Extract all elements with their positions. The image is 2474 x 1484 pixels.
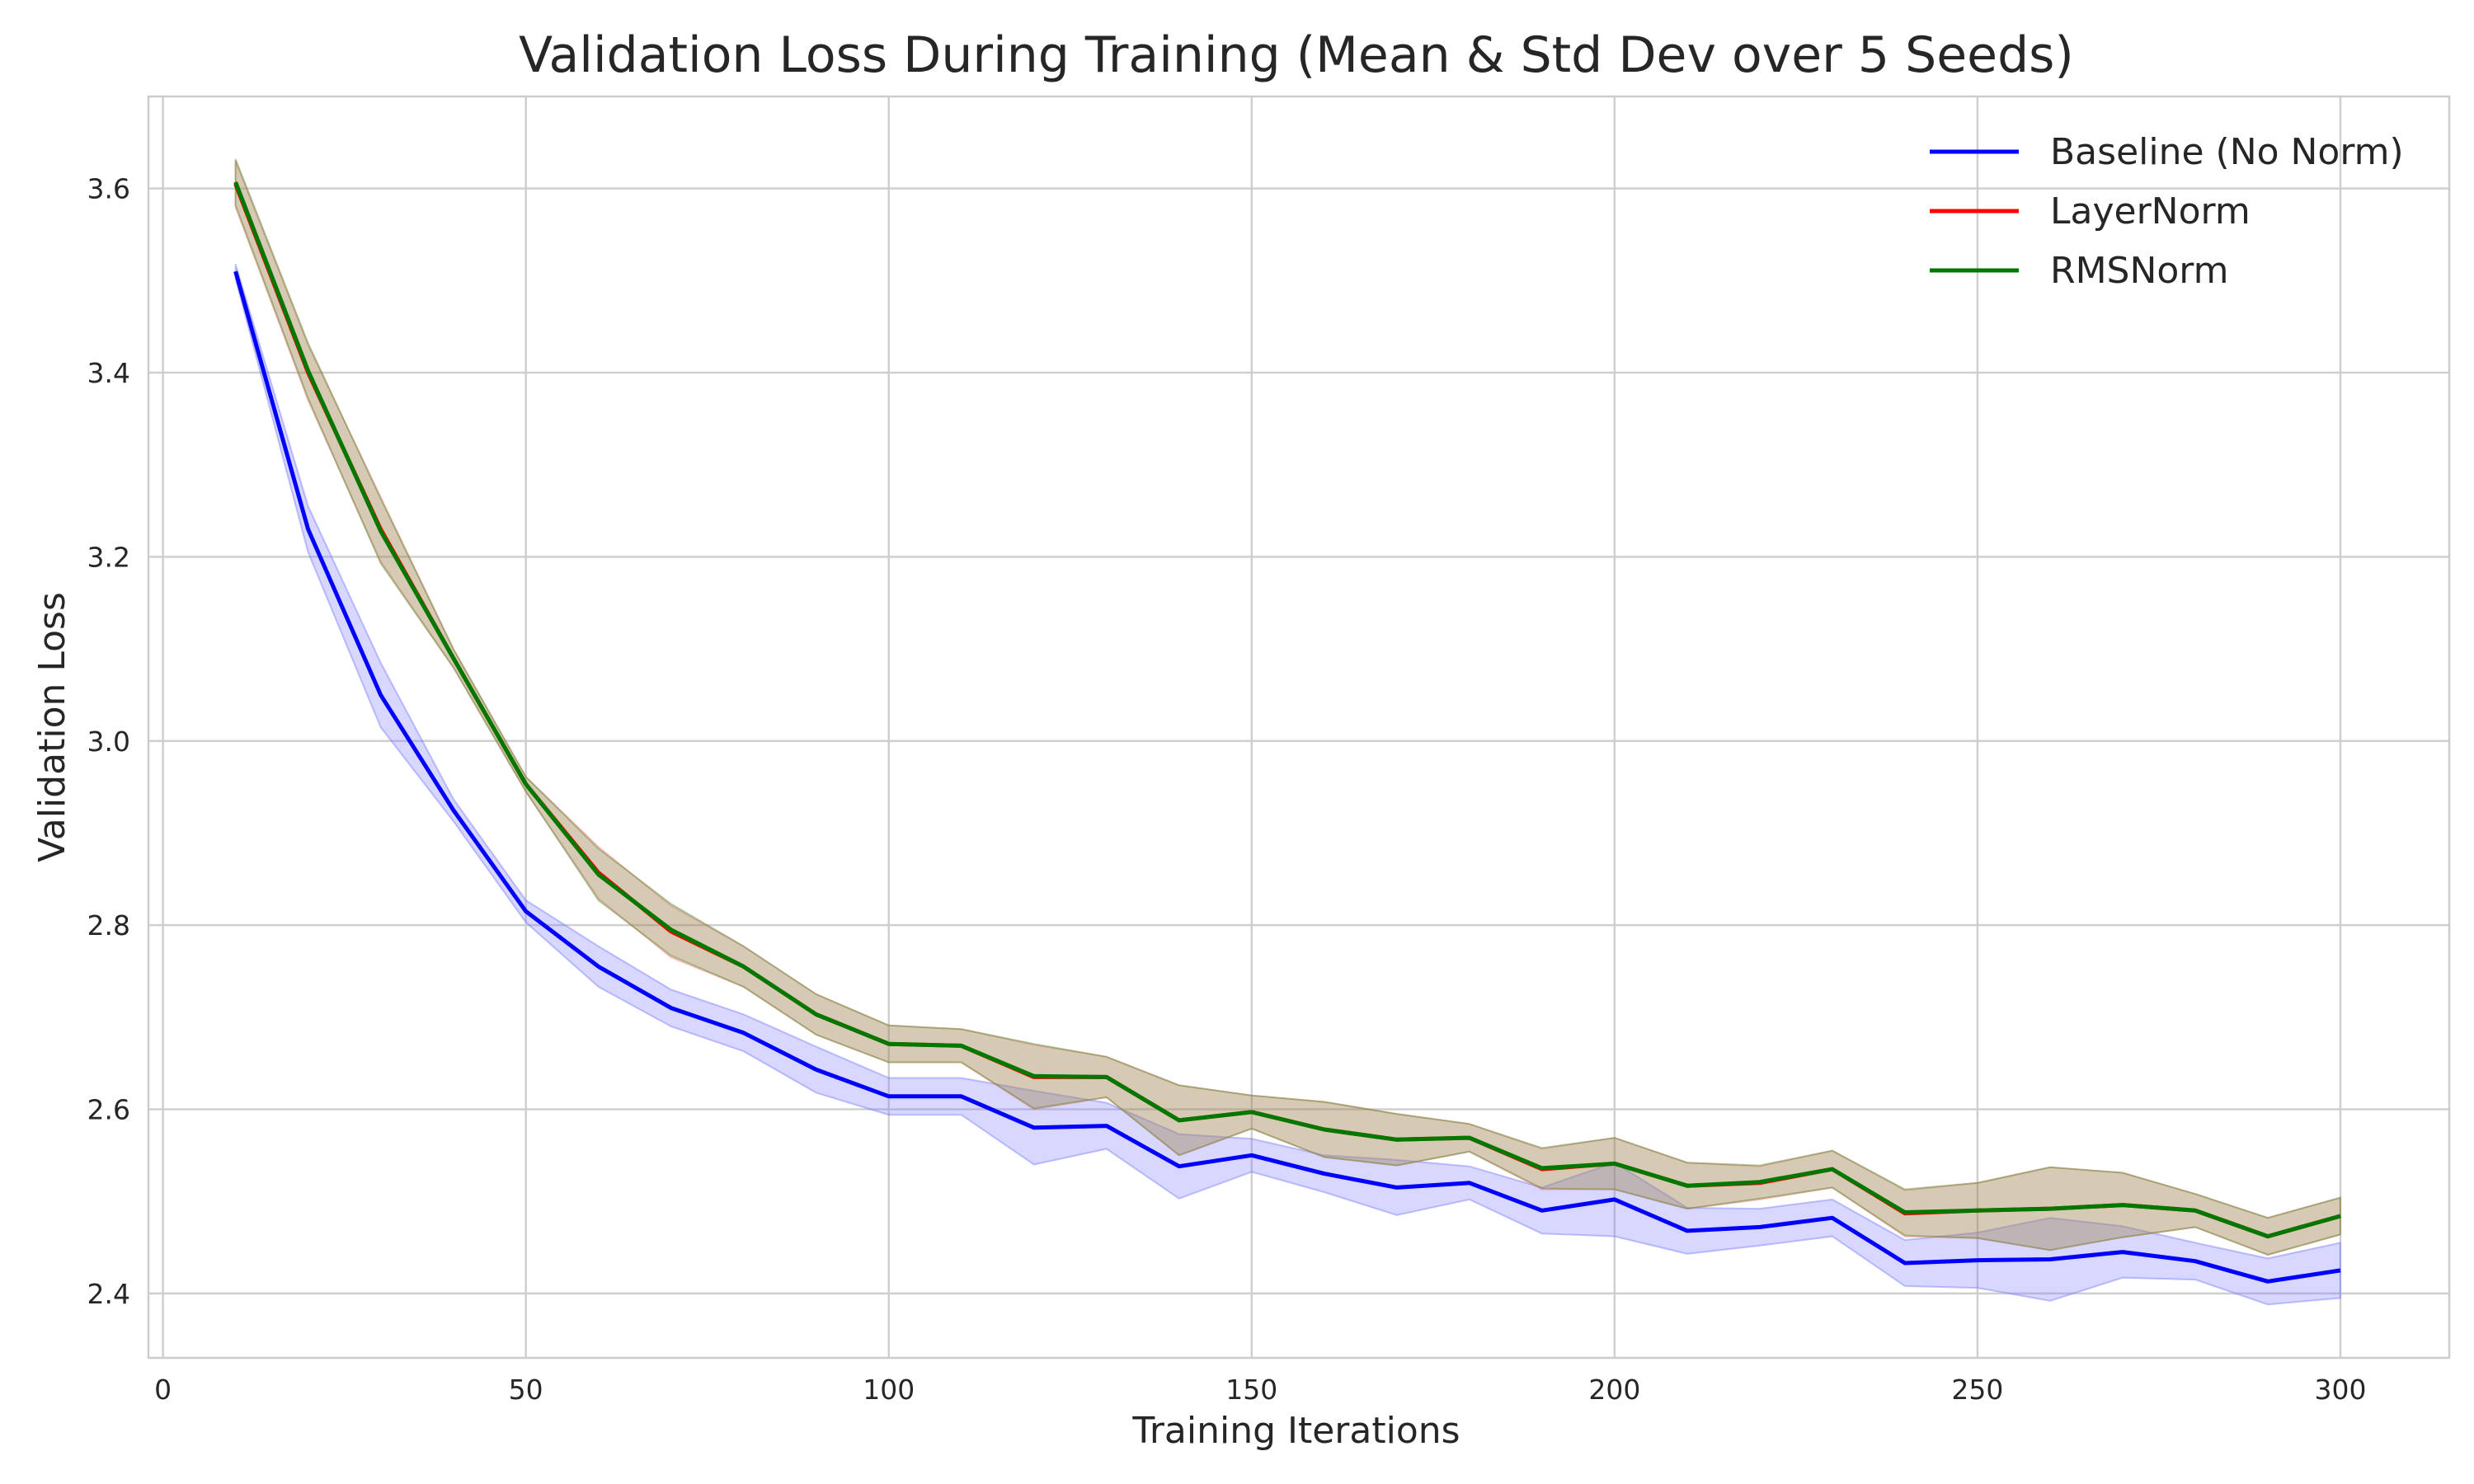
y-tick-label: 2.6 — [87, 1093, 130, 1125]
legend-label: RMSNorm — [2050, 250, 2228, 292]
y-tick-label: 2.8 — [87, 909, 130, 942]
y-tick-label: 3.6 — [87, 173, 130, 205]
legend-label: Baseline (No Norm) — [2050, 131, 2404, 173]
x-tick-label: 250 — [1951, 1374, 2003, 1406]
x-tick-label: 300 — [2314, 1374, 2366, 1406]
std-band-1 — [234, 160, 2341, 1256]
x-tick-label: 0 — [154, 1374, 172, 1406]
x-tick-label: 50 — [509, 1374, 543, 1406]
x-tick-label: 100 — [863, 1374, 915, 1406]
x-tick-label: 150 — [1225, 1374, 1277, 1406]
series-line-2 — [233, 181, 2341, 1239]
mean-lines — [233, 181, 2341, 1284]
grid-lines — [148, 96, 2449, 1358]
plot-frame — [147, 95, 2451, 1360]
x-axis-label: Training Iterations — [1131, 1410, 1460, 1452]
x-tick-label: 200 — [1588, 1374, 1640, 1406]
tick-labels: 0 50 100 150 200 250 300 2.4 2.6 2.8 3.0 3.2 3.4 3.6 — [87, 173, 2367, 1406]
y-axis-label: Validation Loss — [31, 592, 73, 862]
chart-title: Validation Loss During Training (Mean & … — [519, 26, 2074, 84]
y-tick-label: 3.0 — [87, 726, 130, 758]
series-line-0 — [233, 270, 2341, 1284]
legend: Baseline (No Norm) LayerNorm RMSNorm — [1930, 131, 2404, 292]
legend-label: LayerNorm — [2050, 190, 2251, 232]
y-tick-label: 2.4 — [87, 1278, 130, 1310]
y-tick-label: 3.4 — [87, 357, 130, 389]
y-tick-label: 3.2 — [87, 541, 130, 573]
